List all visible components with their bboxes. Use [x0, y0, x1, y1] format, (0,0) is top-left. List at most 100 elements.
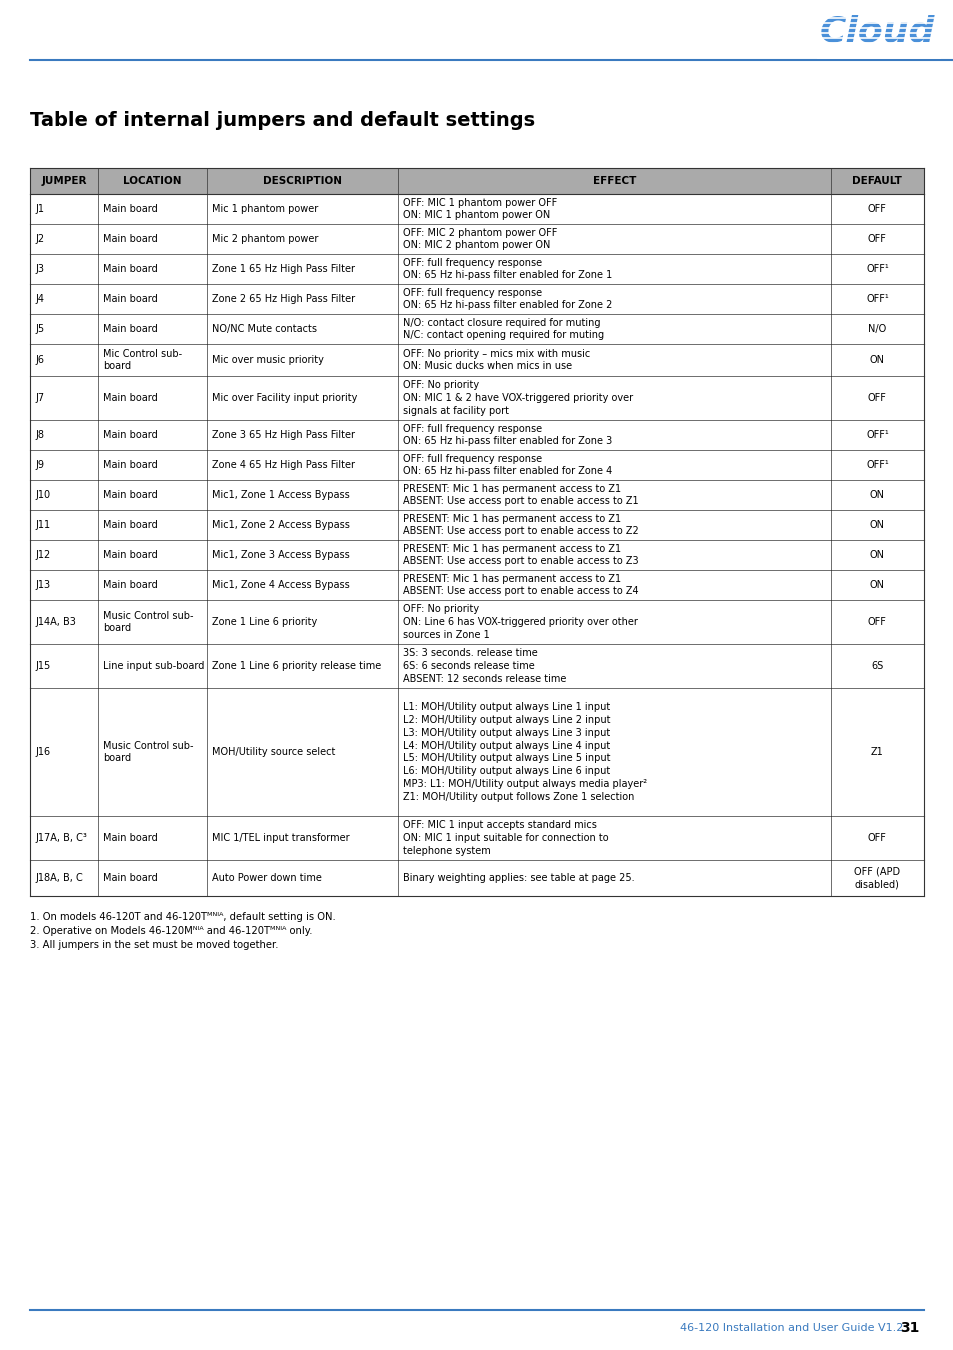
Text: J10: J10	[35, 490, 51, 500]
Text: Cloud: Cloud	[820, 15, 934, 49]
Bar	[30, 224, 923, 254]
Text: Zone 1 65 Hz High Pass Filter: Zone 1 65 Hz High Pass Filter	[212, 265, 355, 274]
Text: OFF: OFF	[867, 204, 886, 215]
Text: PRESENT: Mic 1 has permanent access to Z1
ABSENT: Use access port to enable acce: PRESENT: Mic 1 has permanent access to Z…	[402, 544, 638, 567]
Text: Mic 1 phantom power: Mic 1 phantom power	[212, 204, 318, 215]
Text: Z1: Z1	[870, 747, 882, 757]
Text: J14A, B3: J14A, B3	[35, 617, 76, 626]
Text: OFF: OFF	[867, 234, 886, 244]
Text: Main board: Main board	[103, 431, 157, 440]
Text: PRESENT: Mic 1 has permanent access to Z1
ABSENT: Use access port to enable acce: PRESENT: Mic 1 has permanent access to Z…	[402, 513, 638, 536]
Text: OFF: OFF	[867, 833, 886, 842]
Text: OFF: No priority
ON: MIC 1 & 2 have VOX-triggered priority over
signals at facil: OFF: No priority ON: MIC 1 & 2 have VOX-…	[402, 381, 632, 416]
Text: Zone 2 65 Hz High Pass Filter: Zone 2 65 Hz High Pass Filter	[212, 294, 355, 304]
Text: ON: ON	[869, 549, 884, 560]
Text: PRESENT: Mic 1 has permanent access to Z1
ABSENT: Use access port to enable acce: PRESENT: Mic 1 has permanent access to Z…	[402, 483, 638, 506]
Bar	[30, 688, 923, 815]
Bar	[30, 644, 923, 688]
Text: J12: J12	[35, 549, 51, 560]
Text: Mic over music priority: Mic over music priority	[212, 355, 323, 364]
Text: J4: J4	[35, 294, 44, 304]
Bar	[30, 377, 923, 420]
Bar	[30, 254, 923, 284]
Text: ON: ON	[869, 355, 884, 364]
Text: Mic1, Zone 4 Access Bypass: Mic1, Zone 4 Access Bypass	[212, 580, 350, 590]
Text: J13: J13	[35, 580, 51, 590]
Text: Main board: Main board	[103, 490, 157, 500]
Text: Mic1, Zone 3 Access Bypass: Mic1, Zone 3 Access Bypass	[212, 549, 350, 560]
Text: Main board: Main board	[103, 549, 157, 560]
Text: Zone 4 65 Hz High Pass Filter: Zone 4 65 Hz High Pass Filter	[212, 460, 355, 470]
Text: Main board: Main board	[103, 324, 157, 333]
Text: OFF: No priority
ON: Line 6 has VOX-triggered priority over other
sources in Zon: OFF: No priority ON: Line 6 has VOX-trig…	[402, 605, 637, 640]
Text: 3. All jumpers in the set must be moved together.: 3. All jumpers in the set must be moved …	[30, 940, 278, 950]
Text: OFF: MIC 1 input accepts standard mics
ON: MIC 1 input suitable for connection t: OFF: MIC 1 input accepts standard mics O…	[402, 821, 608, 856]
Bar	[30, 599, 923, 644]
Text: Zone 1 Line 6 priority: Zone 1 Line 6 priority	[212, 617, 316, 626]
Text: OFF¹: OFF¹	[865, 294, 888, 304]
Text: J16: J16	[35, 747, 51, 757]
Bar	[30, 315, 923, 344]
Text: Zone 1 Line 6 priority release time: Zone 1 Line 6 priority release time	[212, 662, 381, 671]
Bar	[30, 420, 923, 450]
Text: J9: J9	[35, 460, 44, 470]
Text: OFF: No priority – mics mix with music
ON: Music ducks when mics in use: OFF: No priority – mics mix with music O…	[402, 348, 590, 371]
Text: 46-120 Installation and User Guide V1.2: 46-120 Installation and User Guide V1.2	[679, 1323, 902, 1332]
Bar	[30, 167, 923, 194]
Text: PRESENT: Mic 1 has permanent access to Z1
ABSENT: Use access port to enable acce: PRESENT: Mic 1 has permanent access to Z…	[402, 574, 638, 597]
Text: OFF: full frequency response
ON: 65 Hz hi-pass filter enabled for Zone 2: OFF: full frequency response ON: 65 Hz h…	[402, 288, 612, 311]
Text: J11: J11	[35, 520, 51, 531]
Bar	[30, 344, 923, 377]
Text: Mic1, Zone 2 Access Bypass: Mic1, Zone 2 Access Bypass	[212, 520, 350, 531]
Text: OFF (APD
disabled): OFF (APD disabled)	[854, 867, 900, 890]
Text: 2. Operative on Models 46-120Mᴺᴵᴬ and 46-120Tᴹᴺᴵᴬ only.: 2. Operative on Models 46-120Mᴺᴵᴬ and 46…	[30, 926, 313, 936]
Text: OFF¹: OFF¹	[865, 431, 888, 440]
Text: Main board: Main board	[103, 204, 157, 215]
Text: J17A, B, C³: J17A, B, C³	[35, 833, 87, 842]
Text: N/O: contact closure required for muting
N/C: contact opening required for mutin: N/O: contact closure required for muting…	[402, 317, 603, 340]
Text: OFF: OFF	[867, 617, 886, 626]
Text: Main board: Main board	[103, 393, 157, 404]
Text: J5: J5	[35, 324, 44, 333]
Text: Mic over Facility input priority: Mic over Facility input priority	[212, 393, 357, 404]
Text: Main board: Main board	[103, 833, 157, 842]
Bar	[30, 450, 923, 481]
Text: J7: J7	[35, 393, 44, 404]
Text: Main board: Main board	[103, 294, 157, 304]
Text: MOH/Utility source select: MOH/Utility source select	[212, 747, 335, 757]
Bar	[30, 540, 923, 570]
Text: DESCRIPTION: DESCRIPTION	[263, 176, 341, 186]
Bar	[30, 194, 923, 224]
Text: OFF: MIC 2 phantom power OFF
ON: MIC 2 phantom power ON: OFF: MIC 2 phantom power OFF ON: MIC 2 p…	[402, 228, 557, 250]
Text: EFFECT: EFFECT	[592, 176, 636, 186]
Text: J2: J2	[35, 234, 44, 244]
Text: OFF¹: OFF¹	[865, 460, 888, 470]
Bar	[30, 570, 923, 599]
Text: Music Control sub-
board: Music Control sub- board	[103, 741, 193, 763]
Text: NO/NC Mute contacts: NO/NC Mute contacts	[212, 324, 316, 333]
Text: J8: J8	[35, 431, 44, 440]
Text: N/O: N/O	[867, 324, 885, 333]
Bar	[30, 284, 923, 315]
Text: LOCATION: LOCATION	[123, 176, 181, 186]
Text: OFF: full frequency response
ON: 65 Hz hi-pass filter enabled for Zone 4: OFF: full frequency response ON: 65 Hz h…	[402, 454, 612, 477]
Text: OFF: MIC 1 phantom power OFF
ON: MIC 1 phantom power ON: OFF: MIC 1 phantom power OFF ON: MIC 1 p…	[402, 197, 557, 220]
Bar	[30, 481, 923, 510]
Text: Mic Control sub-
board: Mic Control sub- board	[103, 348, 182, 371]
Text: J1: J1	[35, 204, 44, 215]
Text: Main board: Main board	[103, 265, 157, 274]
Text: Main board: Main board	[103, 460, 157, 470]
Text: OFF¹: OFF¹	[865, 265, 888, 274]
Text: 31: 31	[900, 1322, 919, 1335]
Text: J15: J15	[35, 662, 51, 671]
Text: Auto Power down time: Auto Power down time	[212, 873, 321, 883]
Text: OFF: full frequency response
ON: 65 Hz hi-pass filter enabled for Zone 1: OFF: full frequency response ON: 65 Hz h…	[402, 258, 612, 281]
Text: Main board: Main board	[103, 580, 157, 590]
Text: 1. On models 46-120T and 46-120Tᴹᴺᴵᴬ, default setting is ON.: 1. On models 46-120T and 46-120Tᴹᴺᴵᴬ, de…	[30, 913, 335, 922]
Text: Music Control sub-
board: Music Control sub- board	[103, 610, 193, 633]
Text: ON: ON	[869, 580, 884, 590]
Text: Binary weighting applies: see table at page 25.: Binary weighting applies: see table at p…	[402, 873, 634, 883]
Text: Main board: Main board	[103, 234, 157, 244]
Text: Main board: Main board	[103, 873, 157, 883]
Text: MIC 1/TEL input transformer: MIC 1/TEL input transformer	[212, 833, 349, 842]
